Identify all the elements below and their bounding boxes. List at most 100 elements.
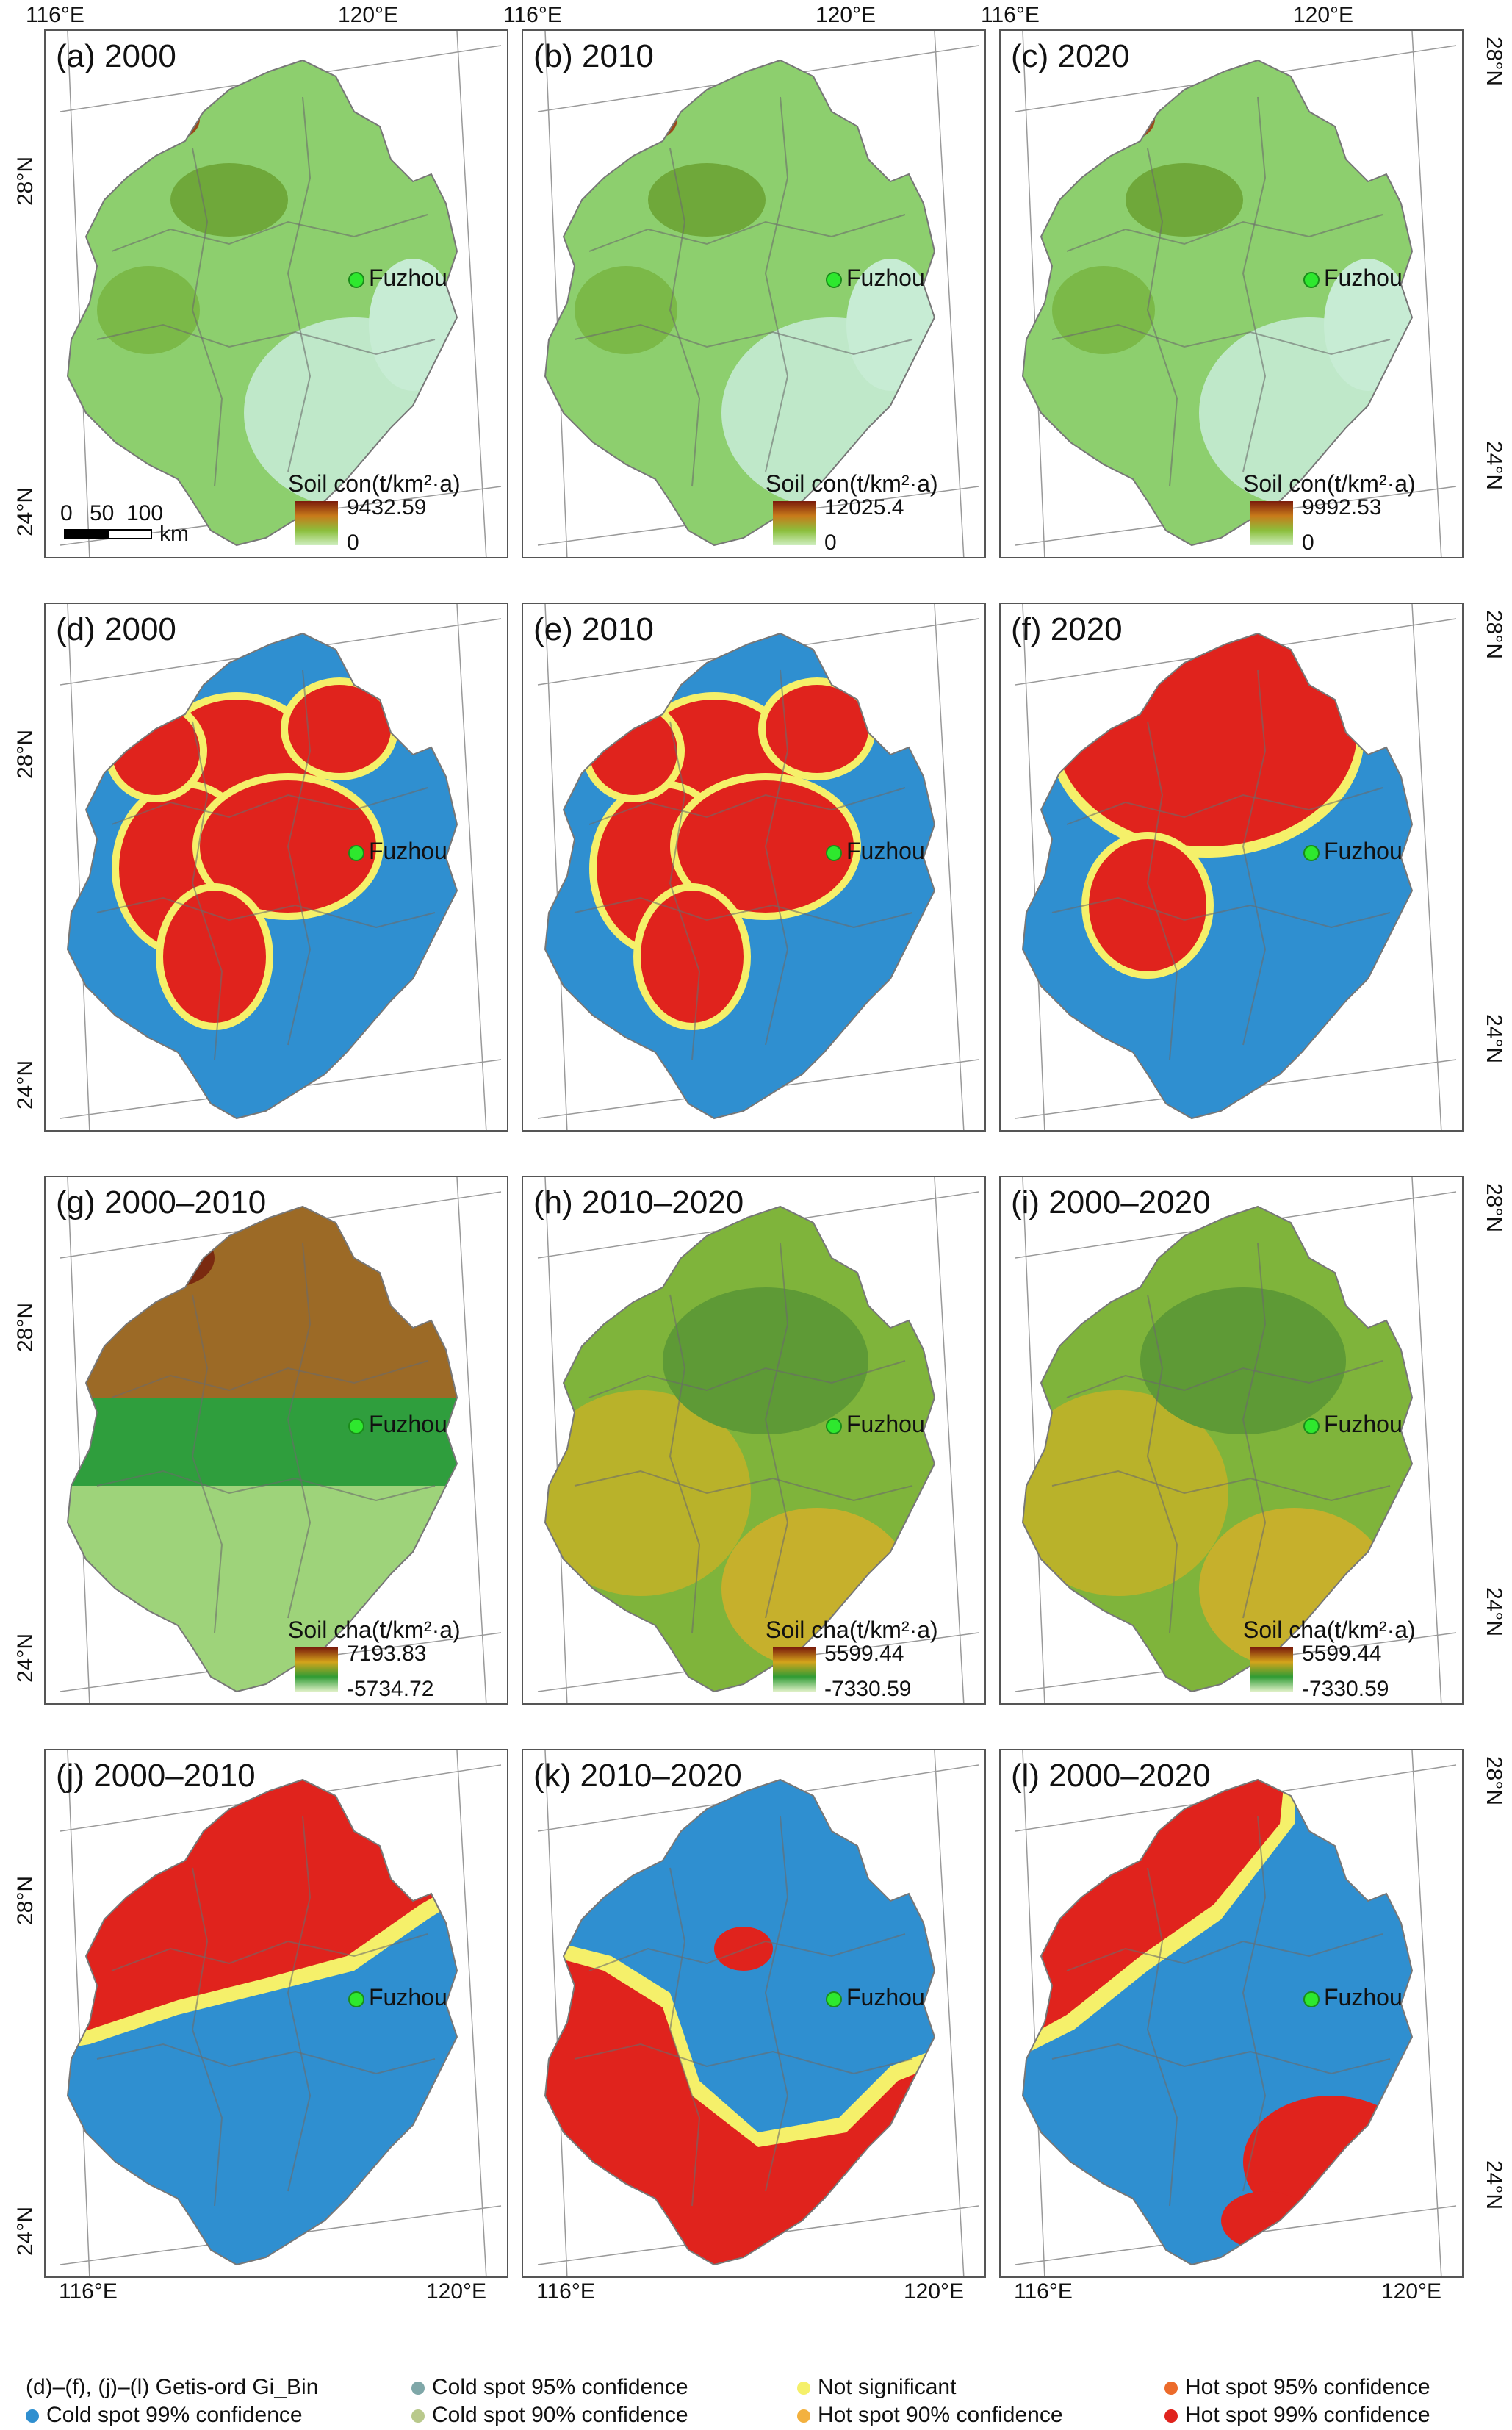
map-panel: (j) 2000–2010 Fuzhou xyxy=(44,1749,508,2278)
admin-boundary xyxy=(287,96,312,472)
color-ramp xyxy=(773,1647,816,1692)
province-outline xyxy=(1021,1205,1414,1693)
graticule-120e xyxy=(1411,604,1442,1130)
city-dot xyxy=(1303,1417,1320,1434)
map-panel: (g) 2000–2010 Fuzhou Soil cha(t/km²·a) 7193… xyxy=(44,1176,508,1705)
legend-max: 9432.59 xyxy=(347,495,427,520)
graticule-120e xyxy=(456,1750,487,2276)
scale-unit: km xyxy=(159,522,189,546)
legend-swatch xyxy=(411,2409,425,2423)
color-ramp xyxy=(1250,501,1293,545)
graticule-120e xyxy=(1411,1177,1442,1703)
admin-boundary xyxy=(1242,1243,1267,1619)
graticule-120e xyxy=(934,1750,965,2276)
city-marker: Fuzhou xyxy=(348,265,447,292)
city-marker: Fuzhou xyxy=(348,838,447,865)
graticule-116e xyxy=(544,1177,568,1703)
admin-boundary xyxy=(96,1470,436,1502)
admin-boundary xyxy=(191,1867,223,2207)
graticule-116e xyxy=(1022,1750,1045,2276)
lat-label-28: 28°N xyxy=(1482,1756,1506,1806)
lon-label-120: 120°E xyxy=(816,3,876,27)
admin-boundary xyxy=(1146,148,1178,487)
map-canvas xyxy=(60,1750,502,2276)
admin-boundary xyxy=(111,214,428,252)
lat-label-24: 24°N xyxy=(1482,2160,1506,2210)
legend-min: -5734.72 xyxy=(347,1677,434,1701)
legend-swatch xyxy=(1164,2382,1178,2395)
city-marker: Fuzhou xyxy=(348,1984,447,2011)
city-dot xyxy=(1303,271,1320,288)
city-dot xyxy=(348,1991,364,2007)
panel-label: (d) 2000 xyxy=(56,611,176,647)
lon-label-120: 120°E xyxy=(1381,2279,1442,2304)
admin-boundary xyxy=(111,787,428,825)
admin-boundary xyxy=(287,1243,312,1619)
admin-boundary xyxy=(764,669,789,1046)
admin-boundary xyxy=(1242,1816,1267,2192)
legend-max: 9992.53 xyxy=(1302,495,1382,520)
region-fill xyxy=(545,633,935,1118)
legend-item-cold95: Cold spot 95% confidence xyxy=(411,2375,688,2400)
admin-boundary xyxy=(1066,1360,1383,1398)
legend-title: Soil cha(t/km²·a) xyxy=(766,1617,938,1643)
graticule-116e xyxy=(67,1750,90,2276)
graticule-116e xyxy=(67,1177,90,1703)
admin-boundary xyxy=(111,1360,428,1398)
map-panel: (e) 2010 Fuzhou xyxy=(522,603,986,1132)
admin-boundary xyxy=(764,96,789,472)
graticule-116e xyxy=(1022,604,1045,1130)
map-canvas xyxy=(60,1177,502,1703)
admin-boundary xyxy=(669,721,701,1060)
lat-label-28: 28°N xyxy=(13,729,37,779)
graticule-116e xyxy=(67,604,90,1130)
admin-boundary xyxy=(1066,787,1383,825)
admin-boundary xyxy=(1051,323,1391,356)
province-outline xyxy=(66,632,458,1120)
map-panel: (a) 2000 Fuzhou Soil con(t/km²·a) 9432.59 0 0… xyxy=(44,29,508,558)
admin-boundary xyxy=(574,896,913,929)
panel-label: (b) 2010 xyxy=(533,38,654,74)
city-marker: Fuzhou xyxy=(826,1984,925,2011)
legend-max: 12025.4 xyxy=(824,495,904,520)
lon-label-116: 116°E xyxy=(536,2279,595,2304)
province-outline xyxy=(1021,632,1414,1120)
city-dot xyxy=(826,1417,842,1434)
map-canvas xyxy=(1015,31,1457,557)
graticule-120e xyxy=(1411,1750,1442,2276)
admin-boundary xyxy=(1051,896,1391,929)
city-marker: Fuzhou xyxy=(826,1411,925,1438)
scale-label: 100 xyxy=(126,501,164,525)
admin-boundary xyxy=(287,669,312,1046)
legend-item-notsig: Not significant xyxy=(797,2375,956,2400)
scale-label: 50 xyxy=(90,501,115,525)
map-canvas xyxy=(60,31,502,557)
panel-label: (c) 2020 xyxy=(1011,38,1130,74)
admin-boundary xyxy=(574,323,913,356)
map-panel: (h) 2010–2020 Fuzhou Soil cha(t/km²·a) 5599… xyxy=(522,1176,986,1705)
legend-title: Soil cha(t/km²·a) xyxy=(1243,1617,1416,1643)
map-panel: (k) 2010–2020 Fuzhou xyxy=(522,1749,986,2278)
province-outline xyxy=(66,1778,458,2266)
admin-boundary xyxy=(764,1243,789,1619)
city-dot xyxy=(826,844,842,861)
panel-label: (f) 2020 xyxy=(1011,611,1123,647)
province-outline xyxy=(66,1205,458,1693)
admin-boundary xyxy=(669,1294,701,1633)
admin-boundary xyxy=(669,148,701,487)
admin-boundary xyxy=(574,2043,913,2075)
color-ramp xyxy=(295,1647,338,1692)
color-ramp xyxy=(295,501,338,545)
legend-title: (d)–(f), (j)–(l) Getis-ord Gi_Bin xyxy=(26,2375,319,2399)
city-dot xyxy=(826,1991,842,2007)
map-canvas xyxy=(537,1750,979,2276)
map-canvas xyxy=(60,604,502,1130)
panel-label: (a) 2000 xyxy=(56,38,176,74)
panel-label: (l) 2000–2020 xyxy=(1011,1758,1211,1794)
legend-swatch xyxy=(797,2409,810,2423)
legend-title: Soil con(t/km²·a) xyxy=(288,470,461,497)
region-fill xyxy=(68,633,457,1118)
graticule-116e xyxy=(544,1750,568,2276)
panel-label: (i) 2000–2020 xyxy=(1011,1185,1211,1221)
graticule-120e xyxy=(934,604,965,1130)
